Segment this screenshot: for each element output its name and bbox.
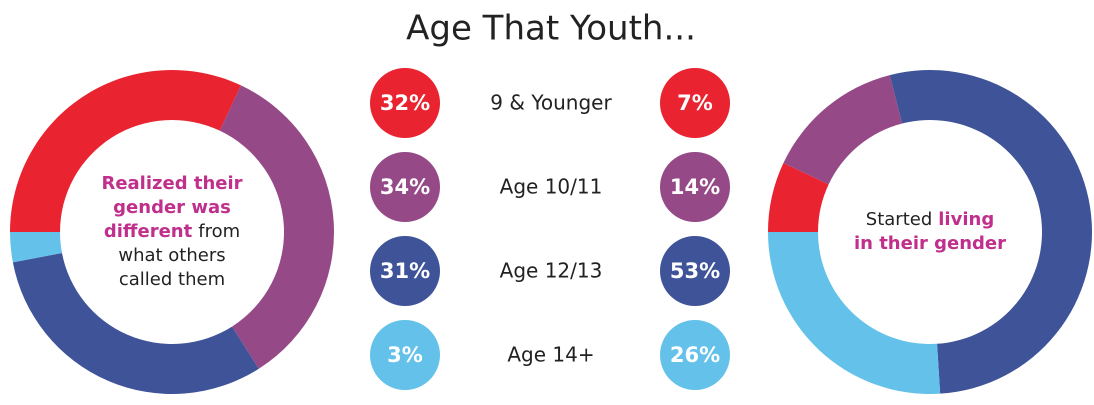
center-label-part: Started <box>866 209 932 230</box>
donut-segment <box>768 163 829 232</box>
center-label-part: in their gender <box>854 233 1006 254</box>
value-label: 34% <box>380 175 430 199</box>
center-label: what others <box>118 245 225 266</box>
center-label-part: Realized their <box>101 173 242 194</box>
category-label: Age 10/11 <box>500 175 603 199</box>
center-label-part: called them <box>119 269 225 290</box>
value-badge <box>660 320 730 390</box>
value-badge <box>370 152 440 222</box>
center-label: Started living <box>866 209 994 230</box>
center-label-part: living <box>938 209 994 230</box>
value-badge <box>660 152 730 222</box>
chart-title: Age That Youth... <box>406 9 696 49</box>
center-label: called them <box>119 269 225 290</box>
value-label: 3% <box>387 343 423 367</box>
donut-segment <box>219 85 335 369</box>
category-label: Age 14+ <box>507 343 594 367</box>
value-badge <box>660 236 730 306</box>
center-label: in their gender <box>854 233 1006 254</box>
donut-segment <box>12 252 259 394</box>
center-label: different from <box>104 221 240 242</box>
value-label: 14% <box>670 175 720 199</box>
donut-segment <box>767 232 941 394</box>
value-badge <box>370 236 440 306</box>
value-label: 26% <box>670 343 720 367</box>
value-label: 32% <box>380 91 430 115</box>
center-label-part: gender was <box>113 197 231 218</box>
value-badge <box>370 320 440 390</box>
center-label: Realized their <box>101 173 242 194</box>
category-label: 9 & Younger <box>490 91 612 115</box>
value-badge <box>370 68 440 138</box>
donut-segment <box>889 69 1092 394</box>
donut-segment <box>10 69 241 233</box>
donut-segment <box>783 75 903 185</box>
donut-segment <box>10 232 62 263</box>
value-badge <box>660 68 730 138</box>
center-label: gender was <box>113 197 231 218</box>
value-label: 31% <box>380 259 430 283</box>
center-label-part: from <box>198 221 240 242</box>
center-label-part: different <box>104 221 193 242</box>
center-label-part: what others <box>118 245 225 266</box>
category-label: Age 12/13 <box>500 259 603 283</box>
value-label: 53% <box>670 259 720 283</box>
value-label: 7% <box>677 91 713 115</box>
